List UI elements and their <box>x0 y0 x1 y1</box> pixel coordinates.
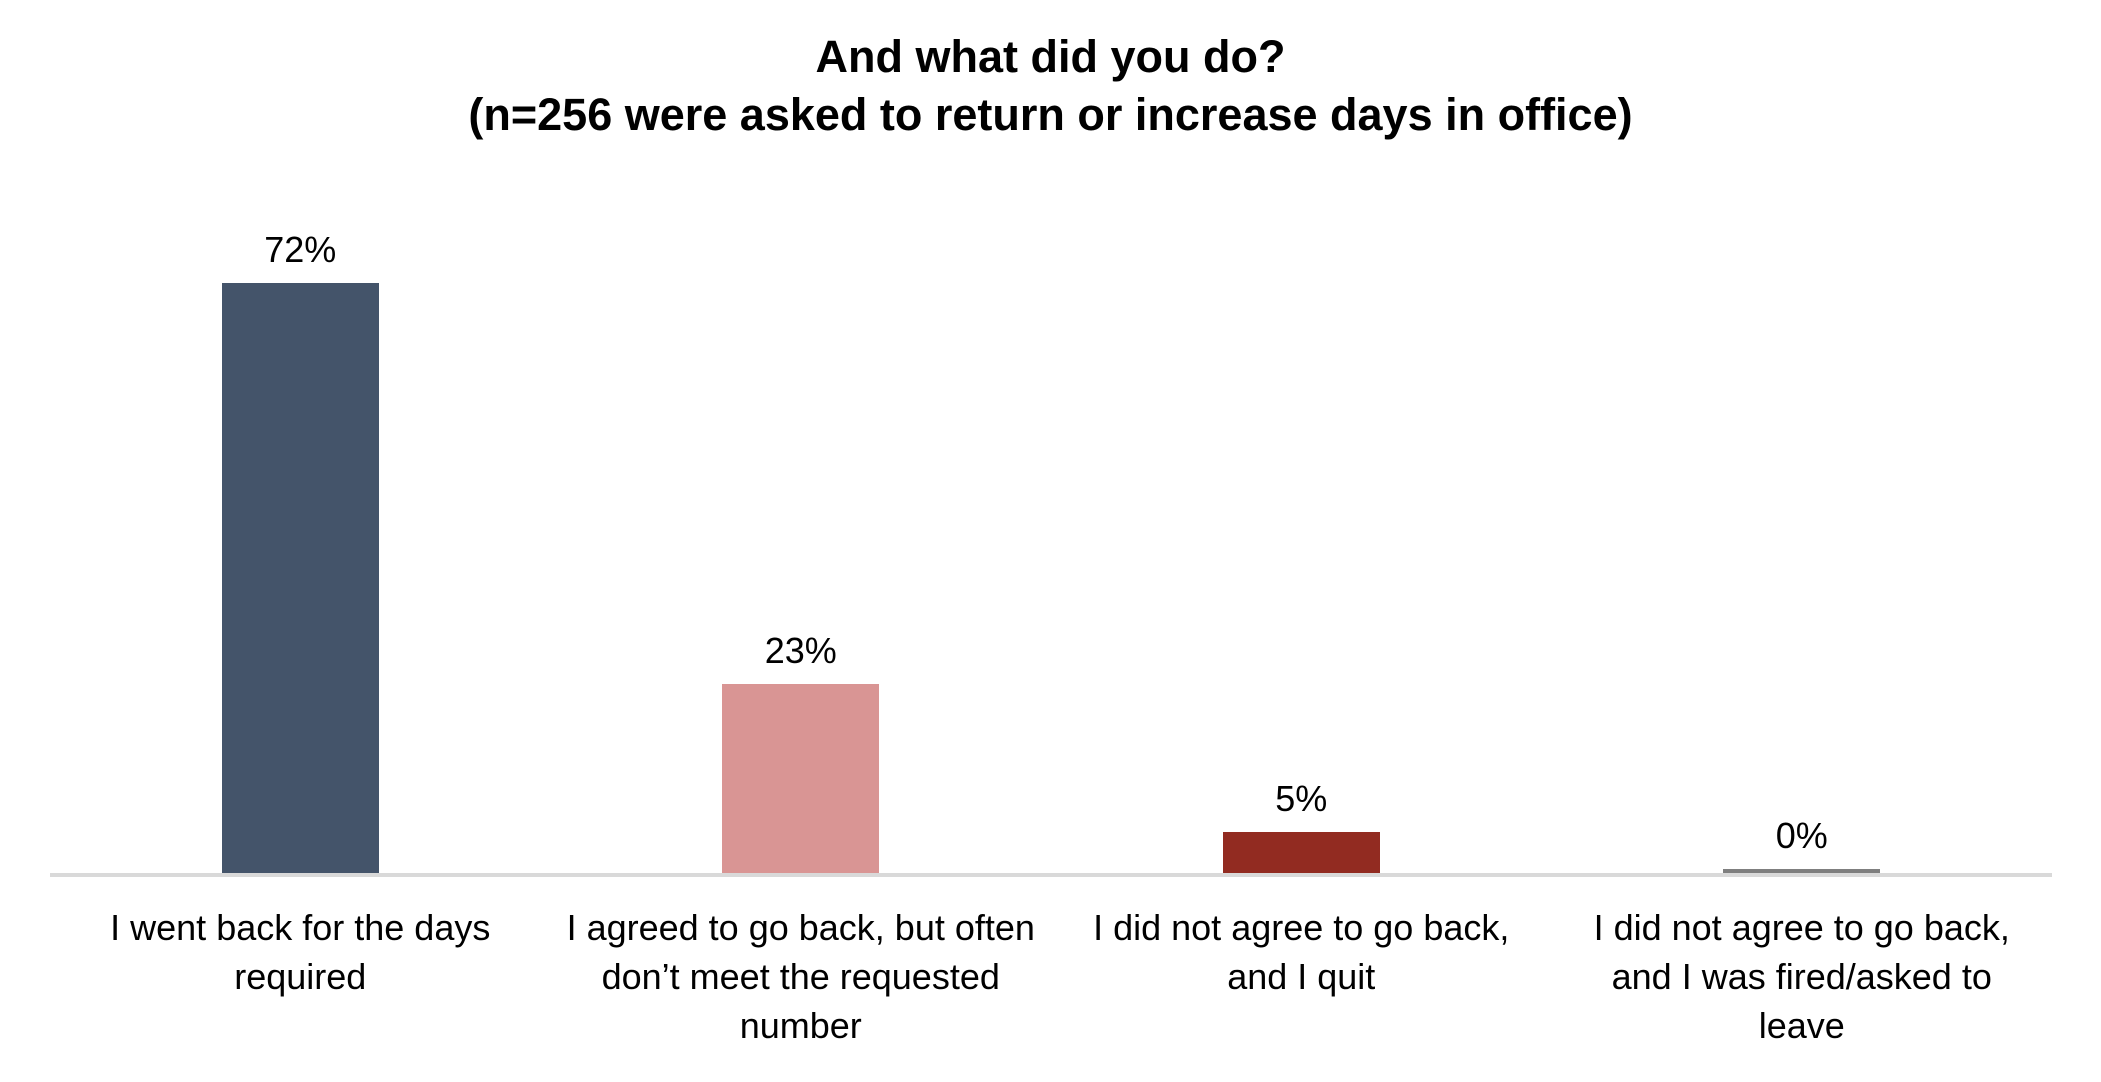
category-label: I went back for the days required <box>110 907 491 997</box>
bar-group: 0% <box>1552 0 2053 873</box>
chart-title-block: And what did you do? (n=256 were asked t… <box>0 28 2101 144</box>
category-label: I did not agree to go back, and I was fir… <box>1593 907 2010 1046</box>
chart-subtitle: (n=256 were asked to return or increase … <box>468 89 1633 140</box>
bar-value-label: 72% <box>264 229 337 270</box>
bar <box>722 684 880 873</box>
x-axis-line <box>50 873 2052 877</box>
bar-value-label: 5% <box>1275 778 1328 819</box>
bar-value-label: 0% <box>1775 815 1828 856</box>
category-label: I did not agree to go back, and I quit <box>1093 907 1510 997</box>
bar-group: 5% <box>1051 0 1552 873</box>
bar-value-label: 23% <box>764 630 837 671</box>
chart-title: And what did you do? <box>815 31 1286 82</box>
bar-group: 23% <box>551 0 1052 873</box>
bar <box>1723 869 1881 873</box>
category-label: I agreed to go back, but often don’t meet… <box>566 907 1035 1046</box>
bar <box>1222 832 1380 873</box>
bar-group: 72% <box>50 0 551 873</box>
bar <box>221 283 379 873</box>
